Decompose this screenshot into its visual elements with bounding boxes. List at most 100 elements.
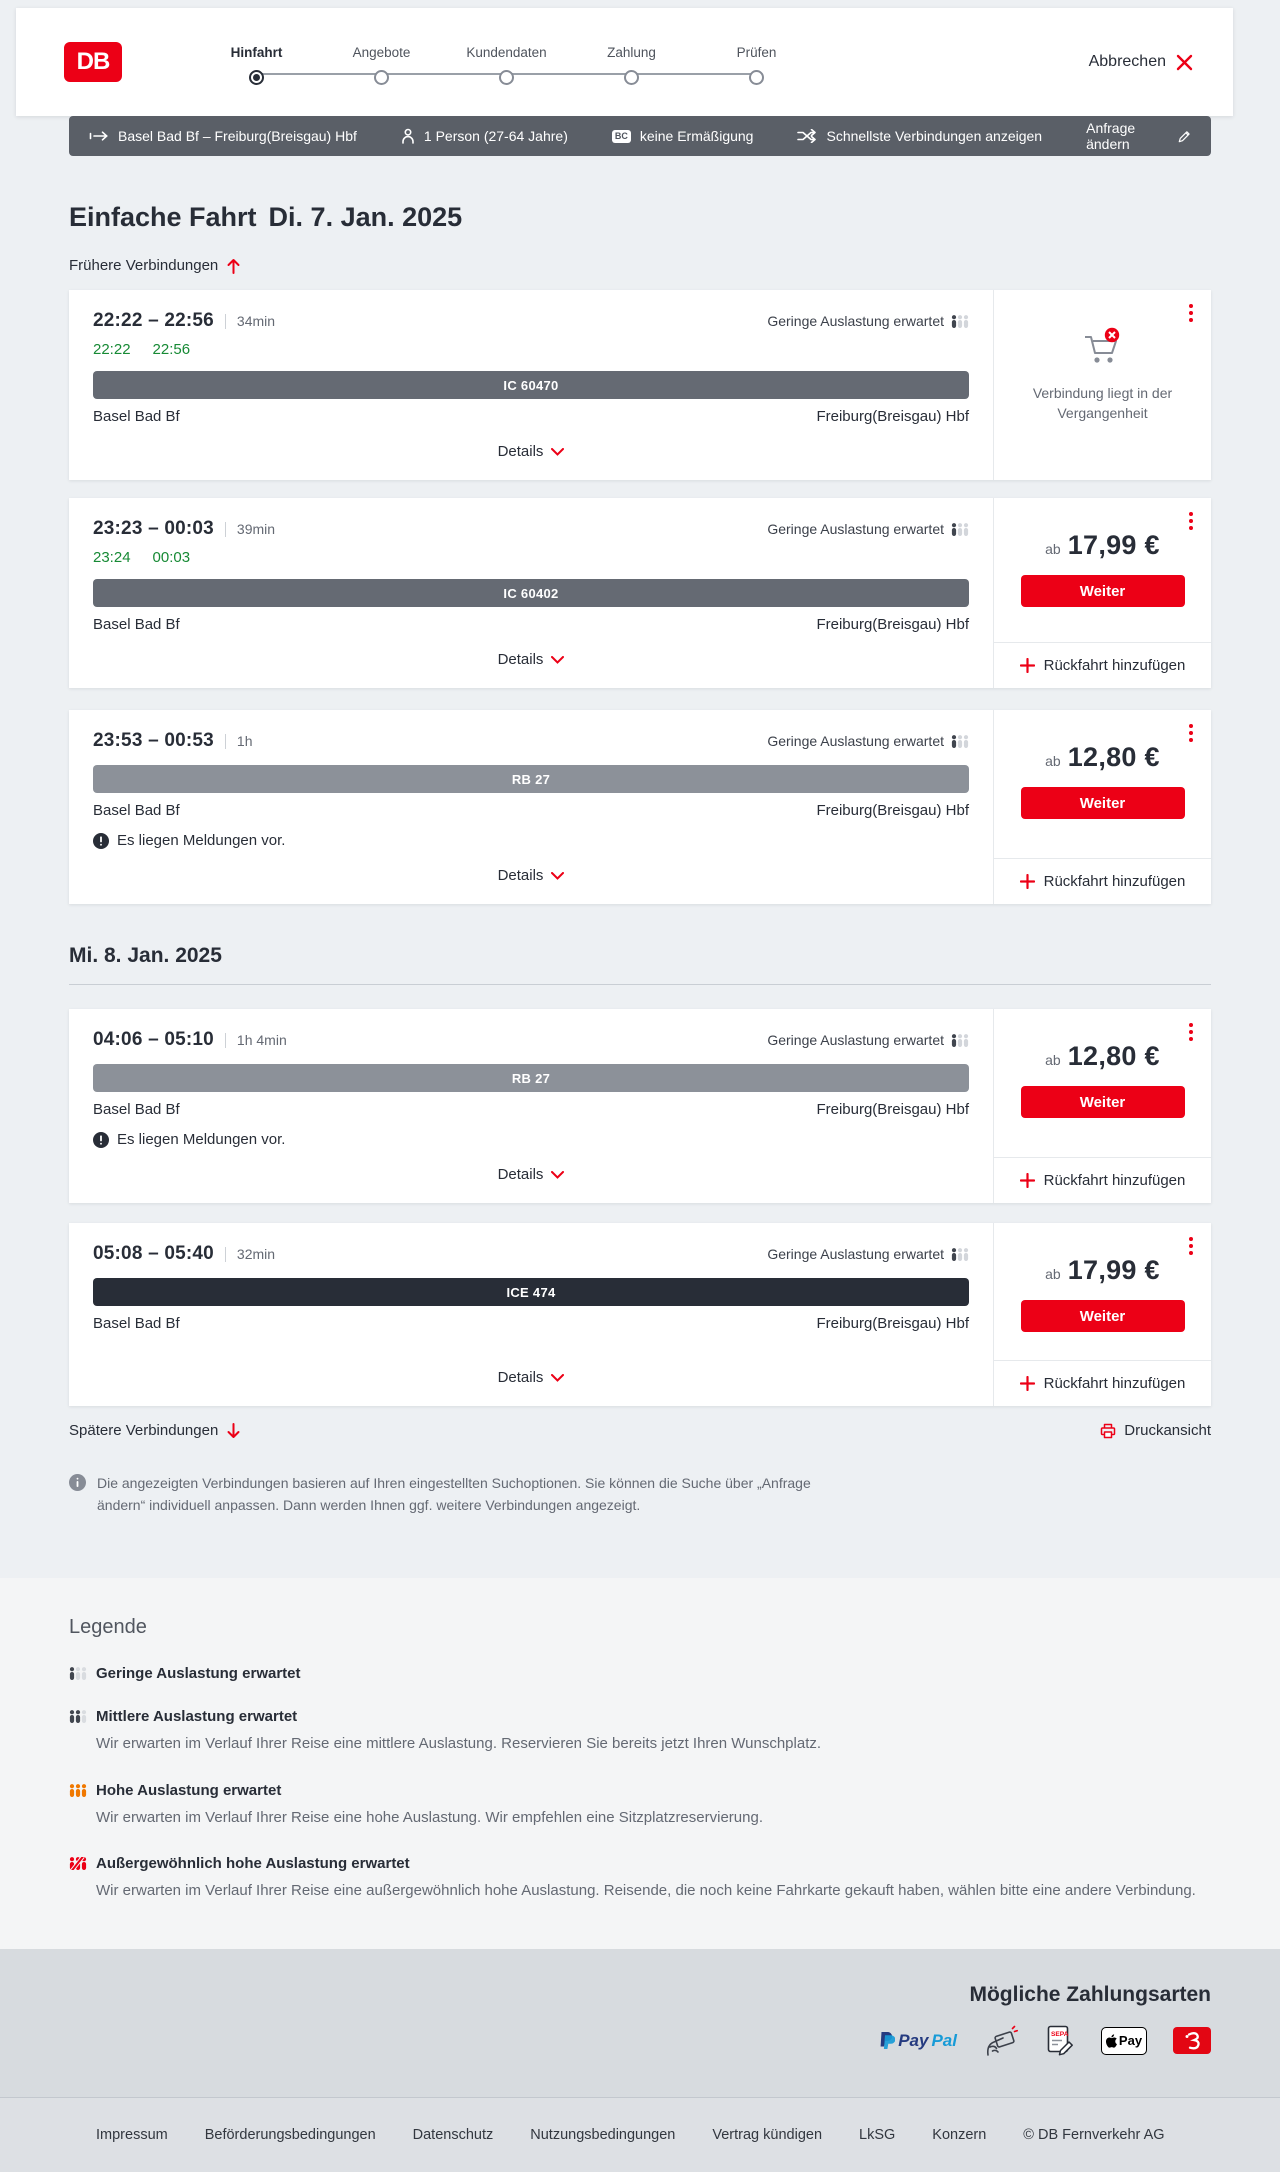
realtime-departure: 22:22 xyxy=(93,341,131,358)
more-options-icon[interactable] xyxy=(1187,302,1195,324)
add-return-button[interactable]: Rückfahrt hinzufügen xyxy=(994,1360,1211,1406)
connection-side-panel: ab 12,80 € Weiter Rückfahrt hinzufügen xyxy=(993,1009,1211,1203)
train-segment-bar: RB 27 xyxy=(93,765,969,793)
details-toggle[interactable]: Details xyxy=(492,1351,571,1392)
cancel-button[interactable]: Abbrechen xyxy=(1089,53,1193,71)
arrival-station: Freiburg(Breisgau) Hbf xyxy=(816,408,969,425)
print-view-link[interactable]: Druckansicht xyxy=(1100,1422,1211,1439)
more-options-icon[interactable] xyxy=(1187,722,1195,744)
train-segment-bar: IC 60470 xyxy=(93,371,969,399)
departure-station: Basel Bad Bf xyxy=(93,408,180,425)
trip-date: Di. 7. Jan. 2025 xyxy=(268,202,463,232)
connection-side-panel: ab 17,99 € Weiter Rückfahrt hinzufügen xyxy=(993,1223,1211,1406)
discount-summary: BC keine Ermäßigung xyxy=(611,128,753,144)
connection-duration: 32min xyxy=(236,1246,276,1262)
edit-search-button[interactable]: Anfrage ändern xyxy=(1086,120,1191,152)
footer-link-vertrag-kuendigen[interactable]: Vertrag kündigen xyxy=(712,2126,823,2143)
connection-side-panel: ab 12,80 € Weiter Rückfahrt hinzufügen xyxy=(993,710,1211,904)
info-icon xyxy=(69,1474,86,1491)
footer-link-impressum[interactable]: Impressum xyxy=(96,2126,168,2143)
price: 17,99 € xyxy=(1067,1255,1160,1285)
more-options-icon[interactable] xyxy=(1187,510,1195,532)
one-way-icon xyxy=(89,131,108,141)
connection-card: 23:53 – 00:53 1h Geringe Auslastung erwa… xyxy=(69,710,1211,904)
page-title: Einfache Fahrt Di. 7. Jan. 2025 xyxy=(69,202,1211,233)
arrival-station: Freiburg(Breisgau) Hbf xyxy=(816,1315,969,1332)
continue-button[interactable]: Weiter xyxy=(1020,1086,1185,1118)
more-options-icon[interactable] xyxy=(1187,1235,1195,1257)
step-zahlung[interactable]: Zahlung xyxy=(569,45,694,85)
day-heading: Mi. 8. Jan. 2025 xyxy=(69,944,1211,985)
connection-times: 23:23 – 00:03 xyxy=(93,518,214,539)
printer-icon xyxy=(1101,1423,1116,1438)
connection-times: 05:08 – 05:40 xyxy=(93,1243,214,1264)
realtime-times: 23:24 00:03 xyxy=(93,549,969,566)
copyright: © DB Fernverkehr AG xyxy=(1023,2126,1165,2143)
person-icon xyxy=(402,128,414,144)
step-angebote[interactable]: Angebote xyxy=(319,45,444,85)
departure-station: Basel Bad Bf xyxy=(93,616,180,633)
footer-link-datenschutz[interactable]: Datenschutz xyxy=(412,2126,494,2143)
step-pruefen[interactable]: Prüfen xyxy=(694,45,819,85)
departure-station: Basel Bad Bf xyxy=(93,1101,180,1118)
footer-link-nutzungsbedingungen[interactable]: Nutzungsbedingungen xyxy=(530,2126,676,2143)
price-prefix: ab xyxy=(1045,753,1061,769)
price-prefix: ab xyxy=(1045,1052,1061,1068)
step-dot xyxy=(374,70,389,85)
footer-link-konzern[interactable]: Konzern xyxy=(932,2126,987,2143)
add-return-button[interactable]: Rückfahrt hinzufügen xyxy=(994,1157,1211,1203)
connection-card: 04:06 – 05:10 1h 4min Geringe Auslastung… xyxy=(69,1009,1211,1203)
legend-section: Legende Geringe Auslastung erwartet Mitt… xyxy=(0,1578,1280,1949)
price-prefix: ab xyxy=(1045,1266,1061,1282)
continue-button[interactable]: Weiter xyxy=(1020,575,1185,607)
connection-card: 23:23 – 00:03 39min Geringe Auslastung e… xyxy=(69,498,1211,688)
payments-title: Mögliche Zahlungsarten xyxy=(969,1982,1211,2006)
connection-notice: Es liegen Meldungen vor. xyxy=(93,832,969,849)
details-toggle[interactable]: Details xyxy=(492,633,571,674)
occupancy-high-icon xyxy=(69,1783,87,1797)
train-segment-bar: RB 27 xyxy=(93,1064,969,1092)
alert-icon xyxy=(93,1131,109,1148)
later-connections-link[interactable]: Spätere Verbindungen xyxy=(69,1422,240,1439)
trip-type: Einfache Fahrt xyxy=(69,202,257,232)
route-summary: Basel Bad Bf – Freiburg(Breisgau) Hbf xyxy=(89,128,357,144)
arrival-station: Freiburg(Breisgau) Hbf xyxy=(816,1101,969,1118)
connection-side-panel: ab 17,99 € Weiter Rückfahrt hinzufügen xyxy=(993,498,1211,688)
legend-item-high: Hohe Auslastung erwartet Wir erwarten im… xyxy=(69,1782,1211,1830)
connection-times: 23:53 – 00:53 xyxy=(93,730,214,751)
footer-link-lksg[interactable]: LkSG xyxy=(859,2126,896,2143)
pencil-icon xyxy=(1178,130,1190,142)
more-options-icon[interactable] xyxy=(1187,1021,1195,1043)
divider xyxy=(224,733,226,749)
chevron-down-icon xyxy=(551,871,565,880)
footer-links-bar: Impressum Beförderungsbedingungen Datens… xyxy=(0,2096,1280,2172)
continue-button[interactable]: Weiter xyxy=(1020,1300,1185,1332)
connection-notice: Es liegen Meldungen vor. xyxy=(93,1131,969,1148)
footer-link-befoerderungsbedingungen[interactable]: Beförderungsbedingungen xyxy=(204,2126,376,2143)
chevron-down-icon xyxy=(551,1170,565,1179)
earlier-connections-link[interactable]: Frühere Verbindungen xyxy=(69,257,1211,274)
occupancy-low-icon xyxy=(951,734,969,748)
divider xyxy=(224,521,226,537)
plus-icon xyxy=(1019,658,1035,673)
legend-title: Legende xyxy=(69,1616,147,1639)
add-return-button[interactable]: Rückfahrt hinzufügen xyxy=(994,642,1211,688)
passenger-summary: 1 Person (27-64 Jahre) xyxy=(401,128,568,144)
add-return-button[interactable]: Rückfahrt hinzufügen xyxy=(994,858,1211,904)
step-hinfahrt[interactable]: Hinfahrt xyxy=(194,45,319,85)
continue-button[interactable]: Weiter xyxy=(1020,787,1185,819)
sepa-lastschrift-icon: SEPA xyxy=(1047,2026,1073,2056)
arrival-station: Freiburg(Breisgau) Hbf xyxy=(816,802,969,819)
details-toggle[interactable]: Details xyxy=(492,1148,571,1189)
chevron-down-icon xyxy=(551,1373,565,1382)
connection-duration: 39min xyxy=(236,521,276,537)
connection-duration: 34min xyxy=(236,313,276,329)
page-footer: Mögliche Zahlungsarten Pay Pal xyxy=(0,1948,1280,2172)
details-toggle[interactable]: Details xyxy=(492,425,571,466)
details-toggle[interactable]: Details xyxy=(492,849,571,890)
past-connection-message: Verbindung liegt in der Vergangenheit xyxy=(1032,385,1173,422)
divider xyxy=(224,1032,226,1048)
step-kundendaten[interactable]: Kundendaten xyxy=(444,45,569,85)
occupancy-low-icon xyxy=(69,1667,87,1681)
connection-times: 22:22 – 22:56 xyxy=(93,310,214,331)
